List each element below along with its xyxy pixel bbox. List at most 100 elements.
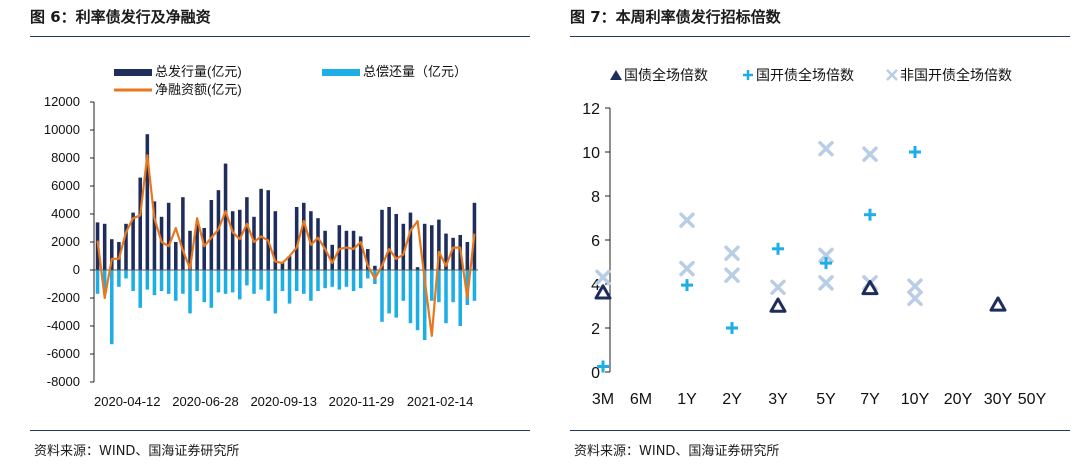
redemption-bar [188, 270, 192, 314]
redemption-bar [366, 270, 370, 279]
issuance-bar [358, 236, 363, 270]
x-stroke [724, 245, 740, 261]
issuance-bar [223, 163, 228, 270]
issuance-bar [465, 242, 470, 270]
right-scatter-chart: 0 2 4 6 8 10 12 3M 6M 1Y 2Y 3Y 5Y 7Y 10Y 20Y 30Y 50Y 国债全场倍… [582, 67, 1047, 408]
cdb-plus-marker [681, 279, 693, 292]
non-cdb-x-marker [679, 212, 695, 228]
y-tick-label: 12000 [44, 94, 80, 109]
issuance-bar [174, 242, 178, 270]
y-tick-label: 8 [591, 189, 600, 206]
left-bar-chart: 12000 10000 8000 6000 4000 2000 0 -2000 -4000 -60… [44, 64, 478, 409]
redemption-bar [316, 270, 320, 291]
redemption-bar [102, 270, 107, 291]
legend-swatch [322, 69, 360, 76]
redemption-bar [280, 270, 285, 291]
issuance-bar [259, 188, 263, 270]
redemption-bar [266, 270, 270, 301]
x-tick-label: 5Y [816, 391, 836, 408]
cdb-plus-marker [909, 146, 921, 158]
x-stroke [595, 269, 611, 286]
x-tick-label: 7Y [860, 391, 880, 408]
issuance-bar [266, 190, 270, 270]
issuance-bar [202, 228, 206, 270]
issuance-bar [280, 263, 285, 270]
cdb-plus-marker [820, 257, 832, 270]
y-tick-label: 6 [591, 233, 600, 250]
redemption-bar [216, 270, 221, 293]
issuance-bar [309, 211, 313, 270]
cdb-plus-marker [864, 208, 876, 221]
issuance-bar [430, 225, 434, 270]
non-cdb-x-marker [724, 245, 740, 261]
issuance-bar [273, 211, 278, 270]
non-cdb-x-marker [907, 278, 923, 294]
issuance-bar [373, 265, 377, 270]
x-tick-label: 10Y [901, 391, 930, 408]
non-cdb-x-marker [818, 140, 834, 157]
issuance-bar [145, 134, 150, 270]
y-tick-label: -8000 [47, 374, 80, 389]
net-financing-line [96, 154, 476, 337]
redemption-bar [174, 270, 178, 301]
legend-label: 总发行量(亿元) [155, 64, 242, 79]
left-source-rule [30, 430, 530, 431]
issuance-bar [138, 177, 142, 270]
issuance-bar [188, 230, 192, 270]
x-tick-label: 2021-02-14 [407, 394, 474, 409]
redemption-bar [145, 270, 150, 290]
legend-swatch [114, 69, 152, 76]
x-tick-label: 2020-11-29 [329, 394, 395, 409]
issuance-bar [351, 230, 356, 270]
redemption-bar [330, 270, 334, 287]
redemption-bar [259, 270, 263, 290]
issuance-bar [294, 207, 299, 270]
issuance-bar [344, 230, 349, 270]
cdb-plus-marker [726, 322, 738, 334]
y-tick-label: 0 [73, 262, 80, 277]
redemption-bar [95, 270, 100, 294]
redemption-bar [230, 270, 235, 293]
issuance-bar [337, 225, 342, 270]
issuance-bar [110, 239, 114, 270]
legend-label: 总偿还量（亿元） [363, 64, 467, 79]
redemption-bar [351, 270, 356, 291]
legend-label: 净融资额(亿元) [155, 82, 242, 97]
y-tick-label: 4000 [51, 206, 80, 221]
x-stroke [818, 140, 834, 157]
x-tick-label: 2020-06-28 [172, 394, 239, 409]
redemption-bar [152, 270, 157, 296]
redemption-bar [458, 270, 462, 326]
issuance-bar [316, 218, 320, 270]
redemption-bar [117, 270, 121, 287]
y-tick-label: -4000 [47, 318, 80, 333]
x-stroke [907, 278, 923, 294]
issuance-bar [302, 202, 306, 270]
issuance-bar [230, 211, 235, 270]
x-tick-label: 1Y [677, 391, 697, 408]
x-stroke [862, 146, 878, 162]
redemption-bar [294, 270, 299, 291]
redemption-bar [323, 270, 327, 289]
x-tick-label: 6M [630, 391, 652, 408]
redemption-bar [472, 270, 477, 301]
redemption-bar [309, 270, 313, 301]
redemption-bar [124, 270, 128, 279]
redemption-bar [408, 270, 413, 324]
issuance-bar [159, 216, 164, 270]
y-tick-label: 0 [591, 365, 600, 382]
x-tick-label: 50Y [1018, 391, 1047, 408]
issuance-bar [408, 212, 413, 270]
issuance-bar [181, 197, 185, 270]
left-chart-title: 图 6：利率债发行及净融资 [30, 8, 211, 26]
x-stroke [818, 247, 834, 264]
issuance-bar [415, 267, 420, 270]
redemption-bar [358, 270, 363, 289]
redemption-bar [138, 270, 142, 308]
redemption-bar [195, 270, 199, 291]
y-tick-label: 4 [591, 277, 600, 294]
issuance-bar [380, 209, 384, 270]
legend-x-icon [886, 69, 898, 81]
y-tick-label: 10000 [44, 122, 80, 137]
treasury-triangle-marker [769, 297, 787, 313]
